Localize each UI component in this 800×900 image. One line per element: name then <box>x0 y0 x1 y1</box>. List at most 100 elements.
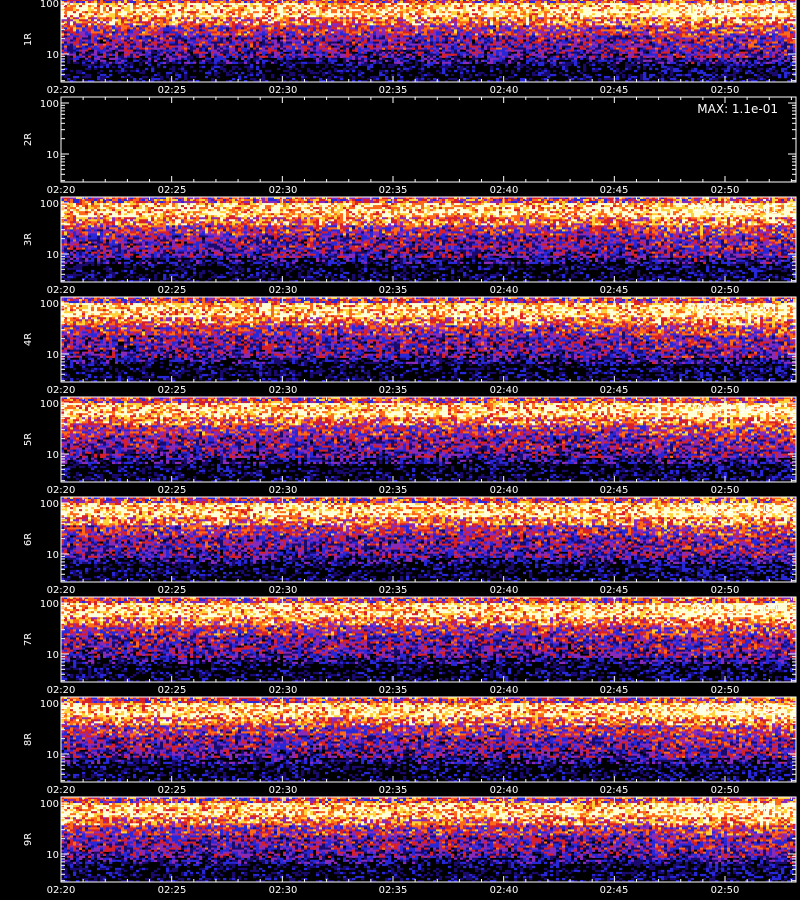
heatmap-cell <box>655 3 658 5</box>
heatmap-cell <box>667 3 670 5</box>
heatmap-cell <box>406 9 409 11</box>
heatmap-cell <box>241 3 244 5</box>
heatmap-cell <box>181 3 184 5</box>
heatmap-cell <box>784 7 787 9</box>
heatmap-cell <box>619 1 622 3</box>
heatmap-cell <box>199 7 202 9</box>
heatmap-cell <box>265 5 268 7</box>
heatmap-cell <box>79 3 82 5</box>
heatmap-cell <box>112 9 115 11</box>
heatmap-cell <box>310 7 313 9</box>
heatmap-cell <box>241 5 244 7</box>
heatmap-cell <box>175 7 178 9</box>
heatmap-cell <box>571 7 574 9</box>
heatmap-cell <box>325 7 328 9</box>
heatmap-cell <box>328 9 331 11</box>
heatmap-cell <box>328 1 331 3</box>
heatmap-cell <box>259 3 262 5</box>
heatmap-cell <box>454 1 457 3</box>
heatmap-cell <box>382 7 385 9</box>
heatmap-cell <box>166 1 169 3</box>
heatmap-cell <box>427 9 430 11</box>
heatmap-cell <box>592 1 595 3</box>
heatmap-cell <box>391 5 394 7</box>
heatmap-cell <box>649 7 652 9</box>
heatmap-cell <box>295 7 298 9</box>
heatmap-cell <box>352 5 355 7</box>
heatmap-cell <box>265 1 268 3</box>
heatmap-cell <box>658 5 661 7</box>
heatmap-cell <box>229 7 232 9</box>
heatmap-cell <box>622 1 625 3</box>
heatmap-cell <box>568 7 571 9</box>
heatmap-cell <box>505 1 508 3</box>
heatmap-cell <box>190 5 193 7</box>
heatmap-cell <box>190 9 193 11</box>
heatmap-cell <box>178 7 181 9</box>
heatmap-cell <box>439 7 442 9</box>
heatmap-cell <box>439 3 442 5</box>
heatmap-cell <box>331 1 334 3</box>
heatmap-cell <box>433 7 436 9</box>
heatmap-cell <box>109 7 112 9</box>
heatmap-cell <box>499 1 502 3</box>
heatmap-cell <box>478 3 481 5</box>
heatmap-cell <box>115 1 118 3</box>
heatmap-cell <box>607 3 610 5</box>
heatmap-cell <box>568 1 571 3</box>
heatmap-cell <box>70 3 73 5</box>
heatmap-cell <box>238 7 241 9</box>
heatmap-cell <box>199 9 202 11</box>
heatmap-cell <box>466 9 469 11</box>
heatmap-cell <box>280 5 283 7</box>
heatmap-cell <box>496 1 499 3</box>
heatmap-cell <box>292 1 295 3</box>
heatmap-cell <box>256 9 259 11</box>
heatmap-cell <box>577 3 580 5</box>
heatmap-cell <box>649 1 652 3</box>
heatmap-cell <box>364 9 367 11</box>
heatmap-cell <box>472 9 475 11</box>
heatmap-cell <box>541 1 544 3</box>
heatmap-cell <box>100 7 103 9</box>
heatmap-cell <box>166 7 169 9</box>
heatmap-cell <box>598 1 601 3</box>
heatmap-cell <box>562 1 565 3</box>
heatmap-cell <box>274 9 277 11</box>
heatmap-cell <box>601 5 604 7</box>
heatmap-cell <box>199 5 202 7</box>
heatmap-cell <box>343 3 346 5</box>
heatmap-cell <box>316 7 319 9</box>
heatmap-cell <box>490 3 493 5</box>
heatmap-cell <box>292 9 295 11</box>
heatmap-cell <box>373 1 376 3</box>
heatmap-cell <box>364 1 367 3</box>
heatmap-cell <box>628 7 631 9</box>
heatmap-cell <box>400 7 403 9</box>
heatmap-cell <box>664 1 667 3</box>
heatmap-cell <box>70 1 73 3</box>
heatmap-cell <box>157 7 160 9</box>
heatmap-cell <box>211 7 214 9</box>
heatmap-cell <box>502 3 505 5</box>
heatmap-cell <box>565 1 568 3</box>
heatmap-cell <box>118 7 121 9</box>
heatmap-cell <box>436 5 439 7</box>
heatmap-cell <box>280 3 283 5</box>
heatmap-cell <box>577 5 580 7</box>
heatmap-cell <box>235 9 238 11</box>
heatmap-cell <box>316 3 319 5</box>
heatmap-cell <box>112 1 115 3</box>
heatmap-cell <box>202 5 205 7</box>
heatmap-cell <box>133 1 136 3</box>
heatmap-cell <box>370 5 373 7</box>
heatmap-cell <box>571 1 574 3</box>
heatmap-cell <box>433 3 436 5</box>
heatmap-cell <box>265 9 268 11</box>
heatmap-cell <box>532 1 535 3</box>
heatmap-cell <box>112 7 115 9</box>
heatmap-cell <box>223 9 226 11</box>
heatmap-cell <box>784 5 787 7</box>
heatmap-cell <box>523 5 526 7</box>
heatmap-cell <box>364 5 367 7</box>
